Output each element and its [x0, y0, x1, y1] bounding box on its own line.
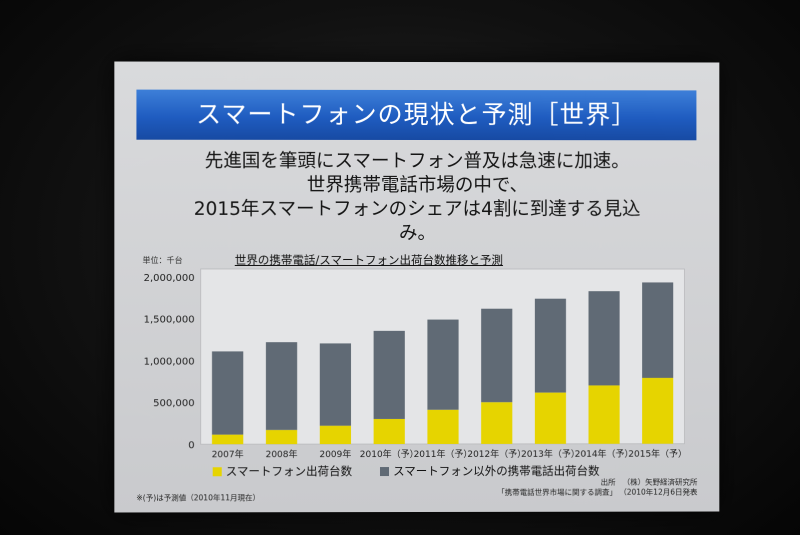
legend-item-other: スマートフォン以外の携帯電話出荷台数	[380, 463, 599, 479]
bar-other	[266, 342, 297, 430]
y-tick-label: 2,000,000	[144, 273, 195, 284]
bar-other	[642, 282, 673, 377]
y-tick-label: 0	[188, 440, 194, 451]
x-tick-label: 2012年（予）	[467, 448, 526, 460]
y-tick-label: 1,000,000	[144, 357, 195, 368]
y-tick-label: 1,500,000	[144, 315, 195, 326]
source-org: （株）矢野経済研究所	[623, 478, 698, 487]
bar-smartphone	[374, 419, 405, 444]
source-title: 「携帯電話世界市場に関する調査」	[497, 488, 617, 497]
x-tick-label: 2009年	[319, 448, 351, 460]
legend-label-smartphone: スマートフォン出荷台数	[226, 463, 352, 479]
legend-item-smartphone: スマートフォン出荷台数	[213, 463, 352, 479]
bar-other	[427, 320, 458, 410]
x-tick-label: 2010年（予）	[360, 448, 419, 460]
bar-other	[535, 299, 566, 393]
shipment-bar-chart: 0 500,000 1,000,000 1,500,000 2,000,000 2007年…	[114, 62, 719, 513]
bar-smartphone	[589, 385, 620, 443]
source-label: 出所	[601, 478, 616, 487]
bar-other	[589, 291, 620, 385]
y-tick-label: 500,000	[153, 398, 194, 409]
source-date: （2010年12月6日発表	[619, 488, 697, 497]
projection-screen: スマートフォンの現状と予測［世界］ 先進国を筆頭にスマートフォン普及は急速に加速…	[114, 62, 719, 513]
bar-smartphone	[320, 426, 351, 444]
bar-smartphone	[212, 435, 243, 445]
bar-other	[481, 309, 512, 402]
bar-other	[212, 351, 243, 434]
bar-smartphone	[535, 393, 566, 444]
bar-smartphone	[481, 402, 512, 444]
bar-smartphone	[266, 430, 297, 444]
source-credit: 出所 （株）矢野経済研究所 「携帯電話世界市場に関する調査」 （2010年12月…	[497, 478, 697, 498]
forecast-note: ※(予)は予測値（2010年11月現在）	[136, 492, 260, 503]
x-tick-label: 2011年（予）	[414, 448, 473, 460]
legend-label-other: スマートフォン以外の携帯電話出荷台数	[393, 463, 599, 479]
bar-smartphone	[642, 378, 673, 444]
legend-swatch-smartphone	[213, 467, 222, 476]
x-tick-label: 2008年	[266, 448, 298, 460]
bar-smartphone	[427, 410, 458, 444]
chart-legend: スマートフォン出荷台数 スマートフォン以外の携帯電話出荷台数	[213, 463, 600, 480]
x-tick-label: 2007年	[212, 448, 244, 460]
legend-swatch-other	[380, 467, 389, 476]
x-tick-label: 2015年（予）	[628, 448, 687, 460]
x-tick-label: 2014年（予）	[575, 448, 634, 460]
bar-other	[320, 343, 351, 425]
bar-other	[374, 331, 405, 419]
x-tick-label: 2013年（予）	[521, 448, 580, 460]
